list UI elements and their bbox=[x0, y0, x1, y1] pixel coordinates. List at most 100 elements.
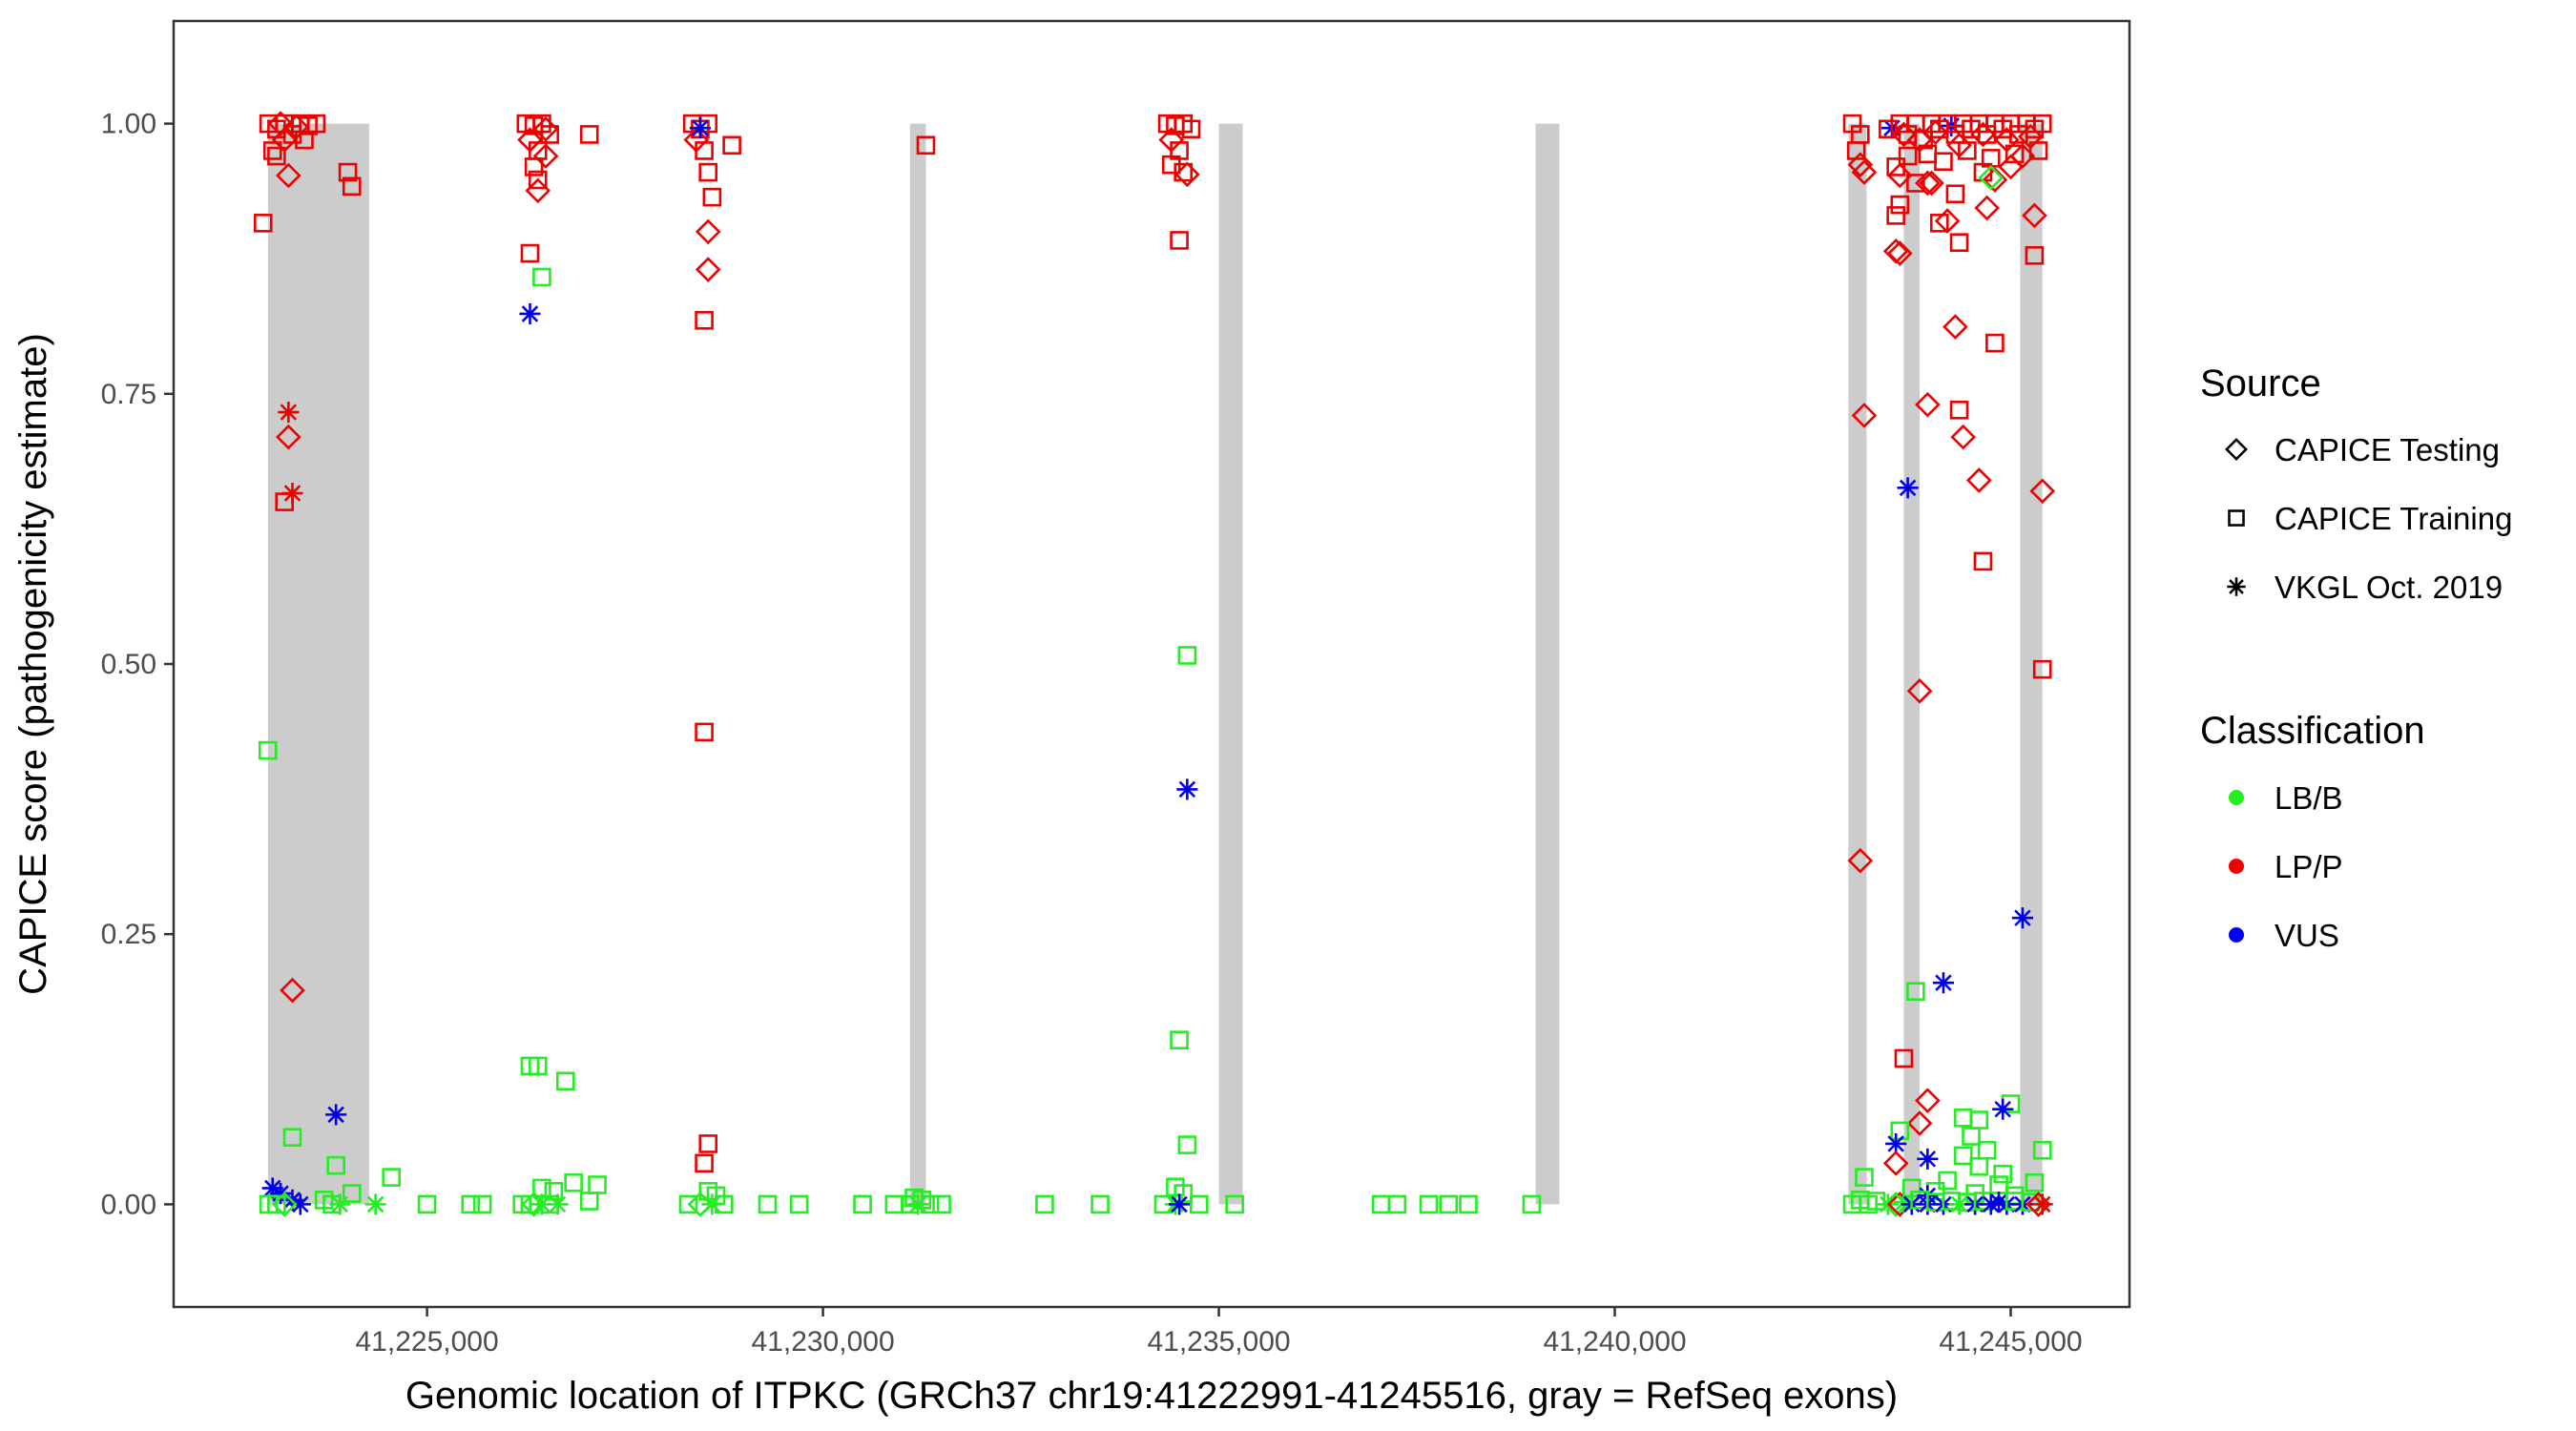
data-point-199 bbox=[1949, 400, 1969, 420]
data-point-17 bbox=[278, 402, 300, 424]
exon-band-5 bbox=[1903, 123, 1921, 1205]
data-point-113 bbox=[1174, 161, 1200, 188]
exon-band-2 bbox=[1218, 123, 1243, 1205]
data-point-77 bbox=[689, 117, 711, 139]
x-tick-label-2: 41,235,000 bbox=[1147, 1326, 1290, 1358]
legend: Source CAPICE Testing CAPICE Training VK… bbox=[2200, 363, 2512, 953]
data-point-204 bbox=[1973, 551, 1993, 571]
legend-key-dot-0 bbox=[2229, 790, 2244, 805]
data-point-21 bbox=[258, 740, 278, 760]
data-point-53 bbox=[525, 177, 551, 204]
data-point-31 bbox=[342, 1184, 362, 1203]
data-point-6 bbox=[306, 114, 326, 134]
data-point-213 bbox=[1992, 1098, 2014, 1120]
data-point-15 bbox=[342, 176, 362, 197]
exon-band-0 bbox=[267, 123, 369, 1205]
exon-band-1 bbox=[909, 123, 926, 1205]
data-point-51 bbox=[524, 157, 544, 176]
data-point-78 bbox=[698, 162, 718, 182]
data-point-95 bbox=[916, 135, 936, 156]
data-point-176 bbox=[1886, 162, 1913, 189]
data-point-116 bbox=[1176, 778, 1198, 800]
data-point-203 bbox=[2029, 478, 2056, 505]
data-point-227 bbox=[1855, 1168, 1874, 1187]
data-point-92 bbox=[758, 1194, 778, 1214]
data-point-85 bbox=[695, 1153, 714, 1173]
data-point-80 bbox=[695, 218, 721, 245]
data-point-79 bbox=[702, 187, 722, 207]
data-point-219 bbox=[1885, 1132, 1907, 1155]
data-point-76 bbox=[722, 135, 741, 156]
data-point-82 bbox=[695, 310, 714, 330]
data-point-102 bbox=[884, 1194, 904, 1214]
data-point-50 bbox=[532, 143, 559, 169]
data-point-223 bbox=[1917, 1148, 1939, 1170]
data-point-88 bbox=[678, 1194, 698, 1214]
data-point-209 bbox=[1906, 982, 1925, 1002]
legend-source-keys bbox=[2225, 438, 2248, 596]
legend-key-diamond bbox=[2225, 438, 2248, 461]
data-point-39 bbox=[417, 1194, 437, 1214]
data-point-261 bbox=[2025, 1192, 2051, 1217]
legend-classification-title: Classification bbox=[2200, 710, 2425, 752]
data-point-65 bbox=[579, 1192, 599, 1211]
data-point-160 bbox=[2032, 114, 2052, 134]
data-point-137 bbox=[1851, 403, 1878, 428]
data-point-22 bbox=[280, 977, 305, 1004]
data-point-128 bbox=[1419, 1194, 1439, 1214]
data-point-229 bbox=[2025, 1172, 2045, 1192]
data-point-163 bbox=[1922, 119, 1948, 145]
data-point-103 bbox=[1035, 1194, 1054, 1214]
data-point-226 bbox=[1993, 1164, 2013, 1184]
x-axis-title: Genomic location of ITPKC (GRCh37 chr19:… bbox=[405, 1375, 1898, 1417]
legend-key-dot-1 bbox=[2229, 859, 2244, 874]
legend-item-lpp: LP/P bbox=[2275, 849, 2343, 884]
data-point-48 bbox=[532, 115, 559, 142]
data-point-174 bbox=[2028, 141, 2048, 160]
data-point-33 bbox=[267, 1194, 286, 1214]
y-tick-label-0: 0.00 bbox=[101, 1189, 156, 1220]
y-tick-label-1: 0.25 bbox=[101, 919, 156, 950]
y-tick-label-3: 0.75 bbox=[101, 379, 156, 410]
data-point-125 bbox=[1225, 1194, 1244, 1214]
data-point-196 bbox=[1942, 314, 1968, 340]
legend-item-lbb: LB/B bbox=[2275, 780, 2343, 816]
data-point-108 bbox=[1181, 119, 1201, 139]
data-point-13 bbox=[276, 162, 301, 189]
data-point-138 bbox=[1847, 847, 1874, 874]
x-tick-label-0: 41,225,000 bbox=[356, 1326, 499, 1358]
data-point-56 bbox=[532, 267, 551, 287]
data-point-161 bbox=[1891, 121, 1917, 148]
data-point-60 bbox=[556, 1071, 575, 1091]
x-tick-label-3: 41,240,000 bbox=[1543, 1326, 1686, 1358]
data-point-99 bbox=[907, 1193, 929, 1215]
data-point-57 bbox=[519, 302, 541, 325]
data-point-101 bbox=[932, 1194, 951, 1214]
data-point-23 bbox=[325, 1104, 347, 1126]
data-point-91 bbox=[715, 1194, 734, 1214]
data-point-182 bbox=[2009, 143, 2036, 169]
data-point-59 bbox=[528, 1056, 548, 1076]
data-point-206 bbox=[1906, 678, 1933, 704]
data-point-210 bbox=[1894, 1048, 1914, 1068]
data-point-185 bbox=[1945, 184, 1965, 204]
legend-item-vkgl: VKGL Oct. 2019 bbox=[2275, 570, 2503, 605]
exon-bands bbox=[267, 123, 2043, 1205]
data-point-66 bbox=[512, 1194, 531, 1214]
data-point-177 bbox=[1906, 174, 1925, 193]
data-point-14 bbox=[338, 162, 358, 182]
data-point-189 bbox=[1934, 208, 1961, 234]
data-point-93 bbox=[789, 1194, 809, 1214]
data-point-129 bbox=[1439, 1194, 1459, 1214]
data-point-104 bbox=[1091, 1194, 1110, 1214]
data-point-193 bbox=[1882, 238, 1909, 264]
x-tick-label-1: 41,230,000 bbox=[751, 1326, 894, 1358]
data-point-180 bbox=[1978, 164, 2005, 191]
data-point-208 bbox=[1932, 972, 1955, 994]
legend-key-asterisk bbox=[2227, 577, 2246, 596]
exon-band-6 bbox=[2020, 123, 2043, 1205]
legend-source-title: Source bbox=[2200, 363, 2321, 404]
data-point-190 bbox=[1974, 195, 2000, 221]
legend-class-keys bbox=[2229, 790, 2244, 943]
